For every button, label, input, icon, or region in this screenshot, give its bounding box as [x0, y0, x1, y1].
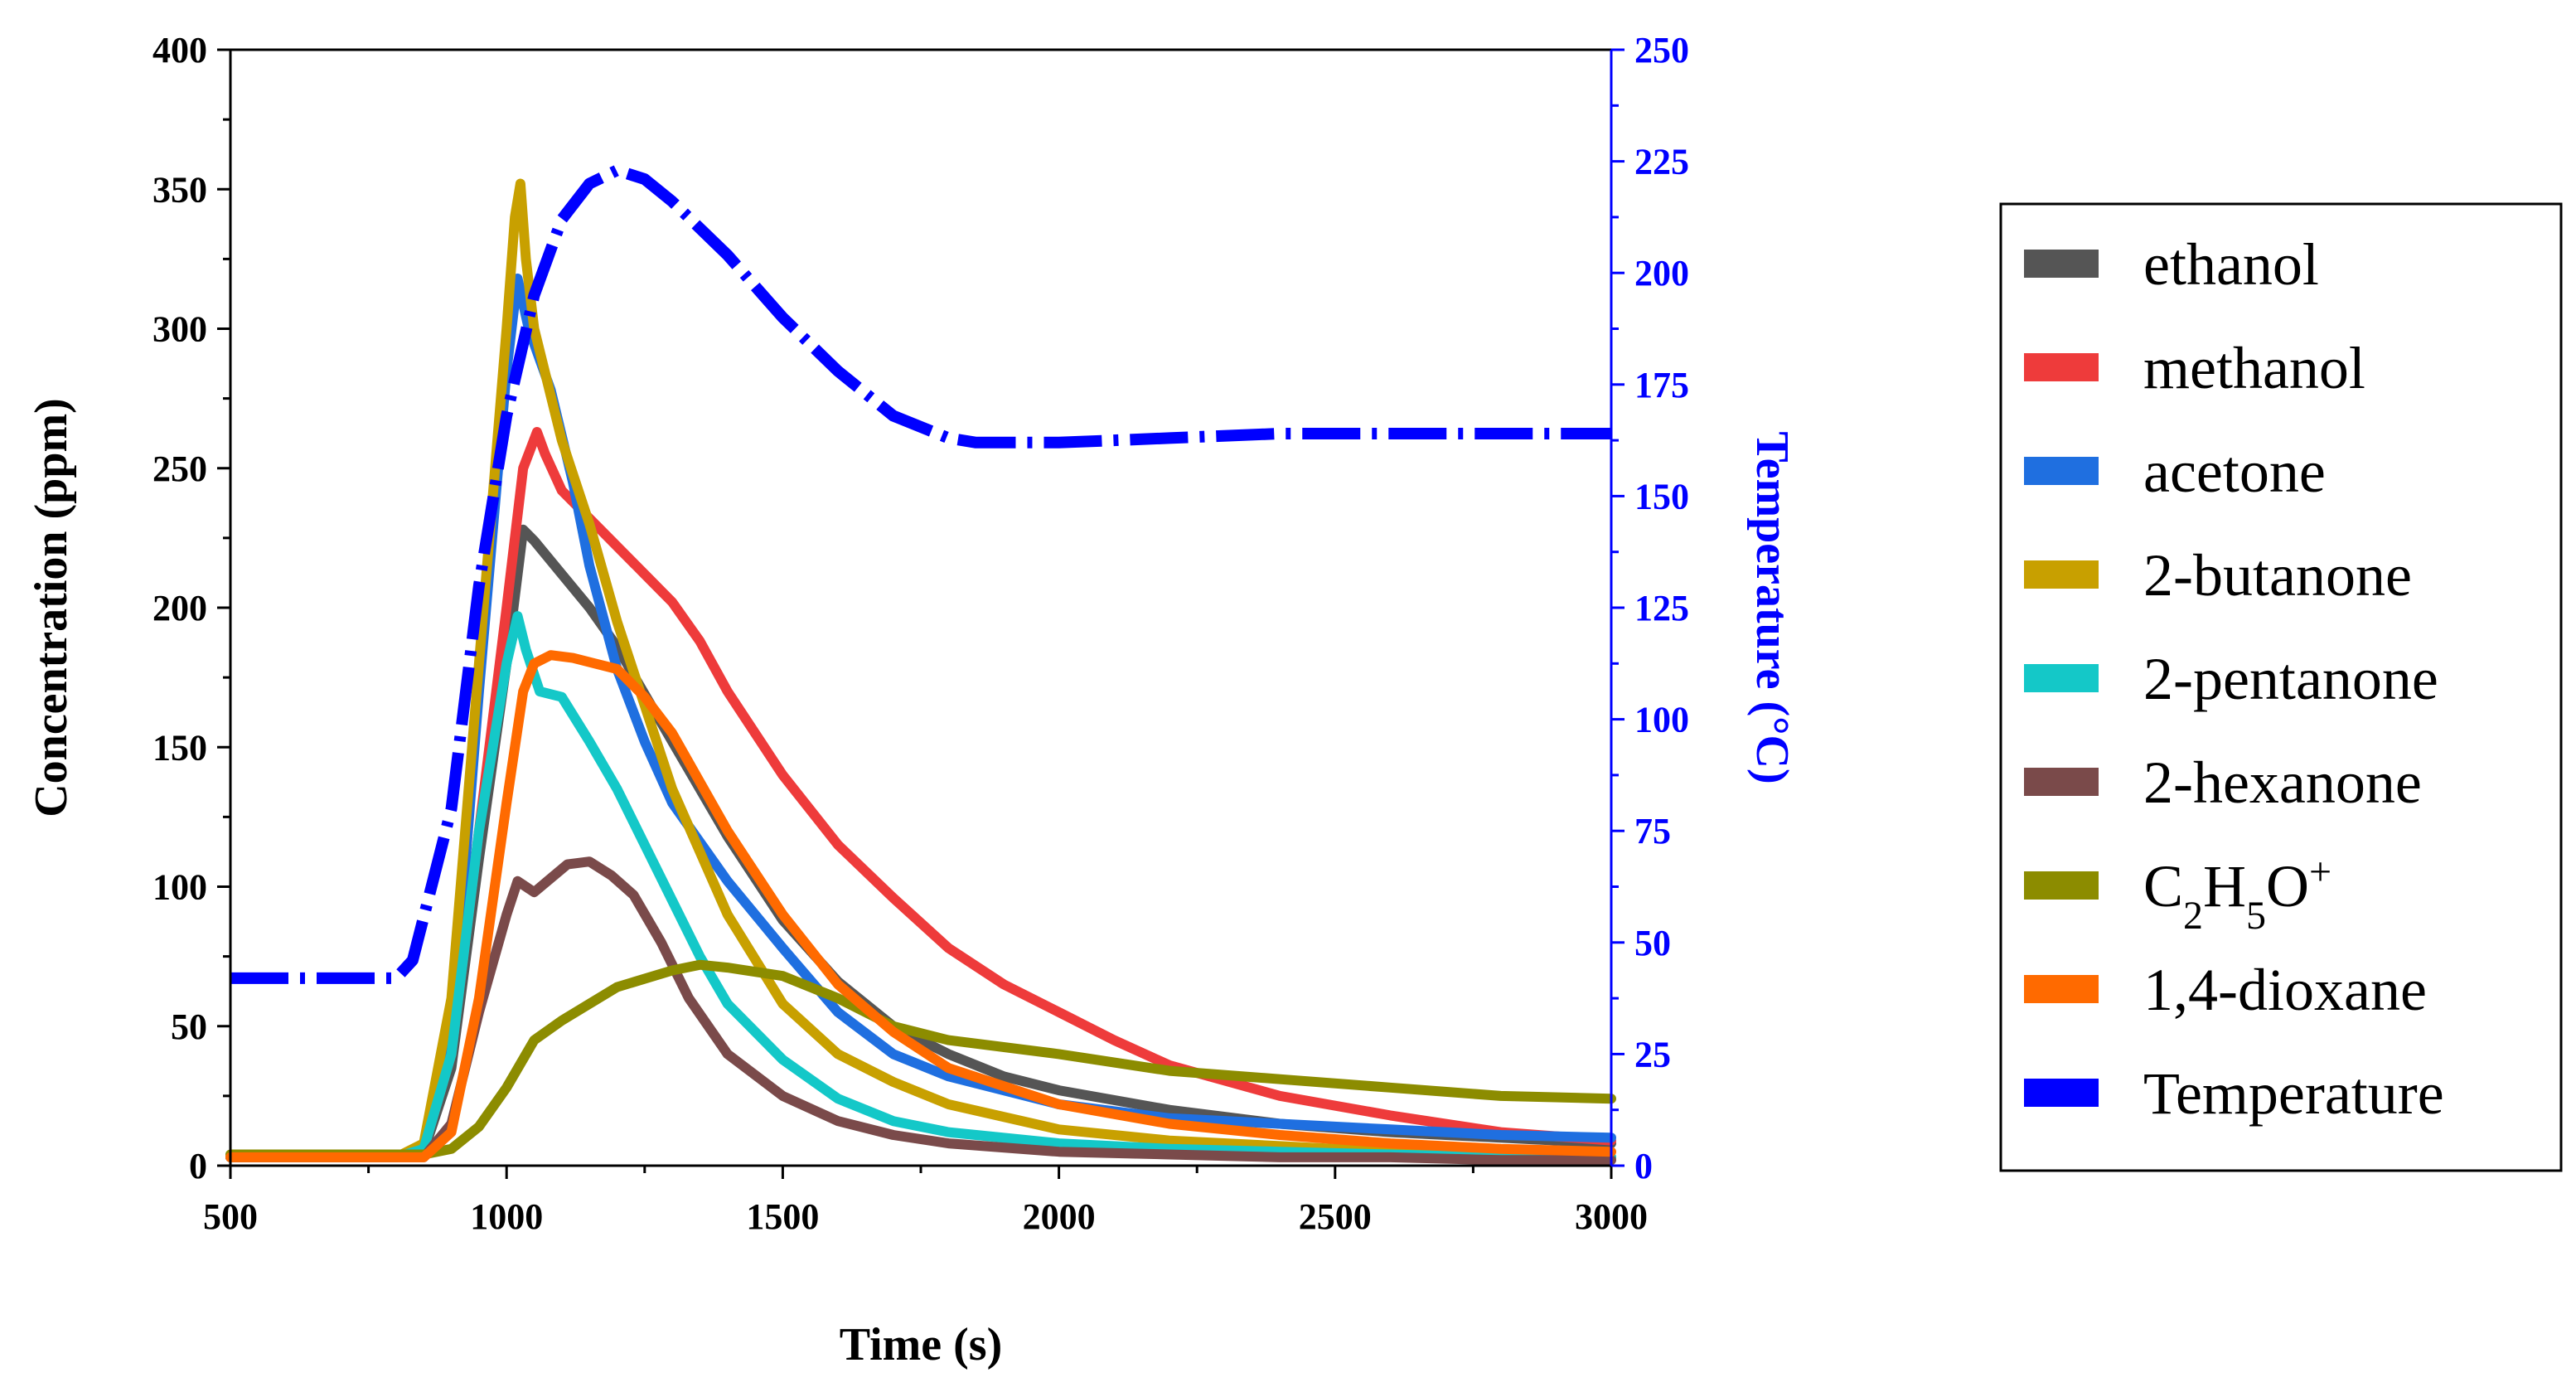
legend-swatch	[2024, 250, 2099, 278]
legend-swatch	[2024, 1079, 2099, 1107]
legend-swatch	[2024, 768, 2099, 796]
y-tick-label: 400	[153, 30, 207, 70]
legend-label: ethanol	[2143, 231, 2319, 298]
legend-swatch	[2024, 353, 2099, 381]
y2-tick-label: 50	[1634, 923, 1671, 963]
legend-swatch	[2024, 871, 2099, 900]
y2-axis-title: Temperature (°C)	[1746, 431, 1798, 783]
legend-label: 2-butanone	[2143, 542, 2412, 609]
y2-tick-label: 125	[1634, 588, 1689, 628]
y-tick-label: 350	[153, 169, 207, 210]
y-tick-label: 0	[189, 1146, 207, 1186]
x-axis-title: Time (s)	[840, 1319, 1003, 1370]
y2-tick-label: 150	[1634, 476, 1689, 517]
series-line-c2h5o-	[225, 959, 1616, 1160]
x-tick-label: 1000	[470, 1196, 543, 1237]
y-axis-title: Concentration (ppm)	[26, 398, 77, 817]
y2-tick-label: 75	[1634, 811, 1671, 851]
x-tick-label: 500	[203, 1196, 258, 1237]
legend-swatch	[2024, 664, 2099, 692]
x-tick-label: 3000	[1575, 1196, 1648, 1237]
legend-swatch	[2024, 457, 2099, 485]
series-layer	[225, 164, 1616, 1166]
legend-swatch	[2024, 975, 2099, 1003]
y-tick-label: 250	[153, 449, 207, 489]
x-tick-label: 1500	[746, 1196, 819, 1237]
series-line-2-butanone	[225, 178, 1616, 1162]
y-axis-left: 0 50 100 150 200 250 300 350 400	[153, 30, 230, 1186]
legend-label: methanol	[2143, 335, 2365, 401]
legend-label: 2-pentanone	[2143, 646, 2438, 712]
legend: ethanol methanol acetone 2-butanone 2-pentan…	[1999, 202, 2563, 1172]
x-tick-label: 2000	[1023, 1196, 1096, 1237]
legend-label: acetone	[2143, 439, 2326, 505]
series-line-2-hexanone	[225, 856, 1616, 1166]
y-tick-label: 150	[153, 727, 207, 768]
legend-label: 1,4-dioxane	[2143, 957, 2427, 1023]
x-tick-label: 2500	[1299, 1196, 1372, 1237]
y2-tick-label: 100	[1634, 700, 1689, 740]
y2-tick-label: 225	[1634, 142, 1689, 182]
y-tick-label: 300	[153, 309, 207, 350]
series-line-2-pentanone	[225, 611, 1616, 1162]
series-line-temperature	[230, 164, 1611, 984]
y-tick-label: 100	[153, 867, 207, 908]
y-tick-label: 50	[171, 1006, 207, 1047]
series-line-1-4-dioxane	[225, 650, 1616, 1162]
y-axis-right: 0 25 50 75 100 125 150 175 200 225 250	[1611, 30, 1689, 1186]
legend-swatch	[2024, 560, 2099, 589]
y2-tick-label: 175	[1634, 365, 1689, 405]
legend-label: 2-hexanone	[2143, 749, 2422, 816]
x-axis: 500 1000 1500 2000 2500 3000	[203, 1166, 1648, 1237]
y2-tick-label: 200	[1634, 253, 1689, 293]
y2-tick-label: 25	[1634, 1034, 1671, 1074]
y-tick-label: 200	[153, 588, 207, 628]
y2-tick-label: 0	[1634, 1146, 1653, 1186]
y2-tick-label: 250	[1634, 30, 1689, 70]
legend-label: Temperature	[2143, 1060, 2444, 1127]
